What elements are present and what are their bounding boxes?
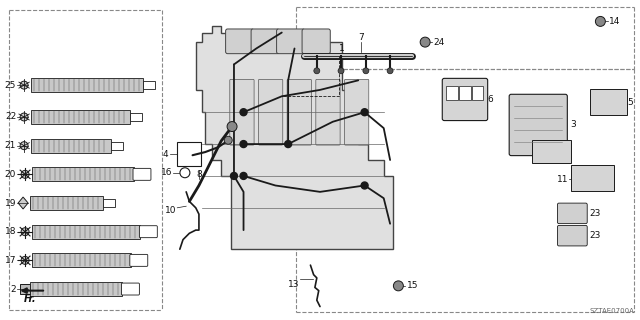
FancyBboxPatch shape — [276, 29, 305, 54]
Text: 3: 3 — [570, 120, 575, 130]
Text: 5: 5 — [627, 98, 633, 107]
Text: 1: 1 — [339, 44, 345, 53]
Text: 18: 18 — [4, 227, 16, 236]
FancyBboxPatch shape — [344, 79, 369, 145]
FancyBboxPatch shape — [316, 79, 340, 145]
Text: 19: 19 — [4, 198, 16, 207]
FancyBboxPatch shape — [532, 140, 572, 163]
Polygon shape — [196, 26, 394, 249]
Bar — [30, 196, 103, 210]
FancyBboxPatch shape — [140, 226, 157, 238]
FancyBboxPatch shape — [590, 89, 627, 115]
FancyBboxPatch shape — [177, 142, 201, 166]
Text: 22: 22 — [5, 113, 16, 122]
Bar — [30, 282, 122, 296]
FancyBboxPatch shape — [287, 79, 312, 145]
Text: 20: 20 — [4, 170, 16, 179]
Bar — [130, 113, 142, 121]
Circle shape — [230, 172, 237, 180]
Bar — [32, 167, 134, 181]
FancyBboxPatch shape — [226, 29, 254, 54]
FancyBboxPatch shape — [122, 283, 140, 295]
FancyBboxPatch shape — [130, 254, 148, 266]
Text: SZTAE0700A: SZTAE0700A — [589, 308, 634, 314]
Circle shape — [314, 68, 320, 74]
Text: 16: 16 — [161, 168, 172, 177]
Circle shape — [227, 122, 237, 132]
Circle shape — [21, 256, 29, 264]
FancyBboxPatch shape — [557, 203, 588, 224]
Circle shape — [363, 68, 369, 74]
Text: 24: 24 — [433, 38, 445, 47]
FancyBboxPatch shape — [557, 225, 588, 246]
Circle shape — [20, 142, 28, 150]
FancyBboxPatch shape — [509, 94, 567, 156]
Bar — [20, 284, 30, 294]
Bar — [143, 81, 154, 89]
Text: 17: 17 — [4, 256, 16, 265]
Text: 11: 11 — [557, 175, 568, 184]
Circle shape — [595, 16, 605, 26]
Polygon shape — [18, 197, 28, 209]
FancyBboxPatch shape — [302, 29, 330, 54]
Circle shape — [21, 228, 29, 236]
Bar — [31, 110, 130, 124]
Text: 6: 6 — [487, 95, 493, 104]
Bar — [111, 142, 123, 150]
Bar — [31, 78, 143, 92]
FancyBboxPatch shape — [230, 79, 254, 145]
Circle shape — [240, 109, 247, 116]
Text: 10: 10 — [165, 206, 177, 215]
FancyBboxPatch shape — [472, 86, 483, 100]
FancyBboxPatch shape — [251, 29, 279, 54]
Bar — [31, 139, 111, 153]
Circle shape — [361, 182, 368, 189]
Text: 8: 8 — [196, 170, 202, 179]
Bar — [103, 199, 115, 207]
Text: 9: 9 — [184, 149, 189, 158]
Circle shape — [394, 281, 403, 291]
FancyBboxPatch shape — [447, 86, 458, 100]
Circle shape — [420, 37, 430, 47]
FancyBboxPatch shape — [442, 78, 488, 121]
Circle shape — [387, 68, 393, 74]
Text: 7: 7 — [358, 33, 364, 42]
Circle shape — [240, 172, 247, 180]
Text: 15: 15 — [406, 281, 418, 290]
Text: 4: 4 — [163, 150, 169, 159]
Circle shape — [20, 113, 28, 121]
Circle shape — [240, 140, 247, 148]
Text: 21: 21 — [4, 141, 16, 150]
Circle shape — [180, 168, 190, 178]
Text: 25: 25 — [4, 81, 16, 90]
Text: 23: 23 — [589, 209, 600, 218]
Text: 13: 13 — [288, 280, 300, 289]
FancyBboxPatch shape — [459, 86, 471, 100]
FancyBboxPatch shape — [133, 168, 151, 180]
Circle shape — [224, 136, 232, 144]
FancyBboxPatch shape — [259, 79, 283, 145]
Circle shape — [338, 68, 344, 74]
FancyBboxPatch shape — [571, 165, 614, 191]
Text: 2: 2 — [10, 284, 16, 293]
Text: 14: 14 — [609, 17, 620, 26]
Circle shape — [20, 81, 28, 89]
Bar — [32, 253, 131, 267]
Circle shape — [361, 109, 368, 116]
Bar — [32, 225, 140, 239]
Text: 12: 12 — [532, 129, 543, 138]
Circle shape — [21, 170, 29, 178]
Text: Fr.: Fr. — [24, 293, 36, 304]
Circle shape — [285, 140, 292, 148]
Text: 23: 23 — [589, 231, 600, 240]
